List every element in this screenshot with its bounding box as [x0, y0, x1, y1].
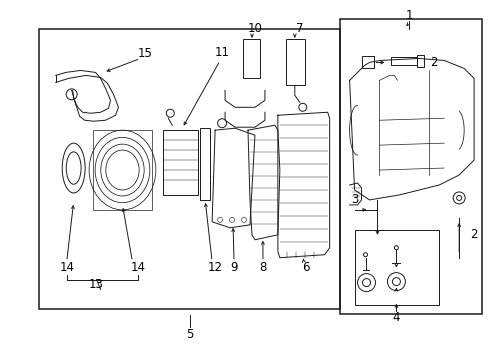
Text: 15: 15 — [138, 47, 153, 60]
Bar — [390, 58, 416, 66]
Bar — [416, 55, 424, 67]
Bar — [285, 39, 304, 85]
Text: 11: 11 — [214, 46, 229, 59]
Bar — [92, 130, 152, 210]
Bar — [354, 230, 438, 305]
Text: 10: 10 — [247, 22, 262, 35]
Text: 14: 14 — [131, 261, 145, 274]
Text: 1: 1 — [405, 9, 412, 22]
Bar — [39, 28, 339, 310]
Text: 3: 3 — [350, 193, 358, 206]
Bar — [361, 57, 374, 68]
Text: 8: 8 — [259, 261, 266, 274]
Text: 9: 9 — [230, 261, 237, 274]
Text: 7: 7 — [295, 22, 303, 35]
Text: 2: 2 — [429, 56, 437, 69]
Bar — [243, 39, 260, 78]
Bar — [200, 128, 210, 200]
Text: 5: 5 — [186, 328, 194, 341]
Text: 14: 14 — [59, 261, 74, 274]
Bar — [163, 130, 198, 195]
Text: 12: 12 — [207, 261, 222, 274]
Text: 13: 13 — [89, 278, 104, 291]
Text: 6: 6 — [302, 261, 309, 274]
Bar — [339, 19, 481, 315]
Text: 4: 4 — [392, 311, 399, 324]
Text: 2: 2 — [469, 228, 477, 241]
